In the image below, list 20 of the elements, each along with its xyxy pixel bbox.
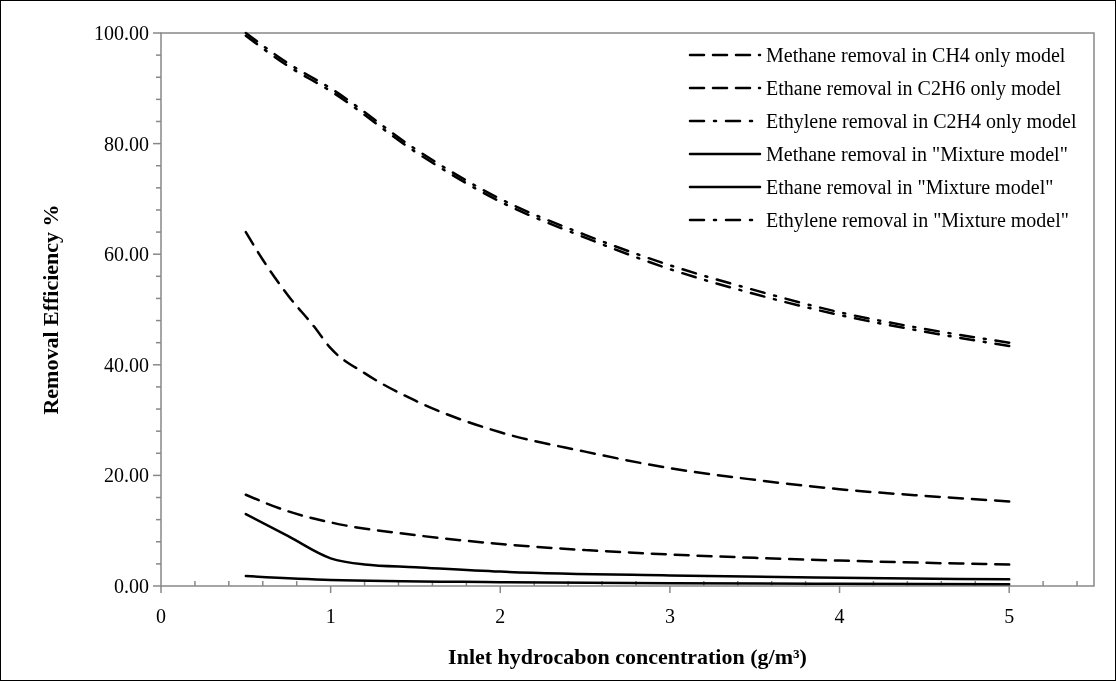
legend-label: Ethane removal in C2H6 only model [766, 77, 1062, 100]
y-tick-label: 0.00 [114, 575, 149, 597]
x-tick-label: 1 [325, 605, 336, 627]
y-tick-label: 100.00 [94, 22, 149, 44]
legend-label: Methane removal in "Mixture model" [766, 143, 1068, 165]
y-tick-label: 40.00 [104, 353, 149, 376]
legend-label: Ethylene removal in "Mixture model" [766, 209, 1069, 232]
y-tick-label: 80.00 [104, 132, 149, 155]
legend-label: Ethylene removal in C2H4 only model [766, 110, 1077, 133]
y-axis-title: Removal Efficiency % [38, 204, 63, 415]
legend-label: Ethane removal in "Mixture model" [766, 176, 1054, 198]
y-tick-label: 20.00 [104, 464, 149, 487]
x-tick-label: 0 [156, 605, 166, 627]
legend-label: Methane removal in CH4 only model [766, 44, 1066, 67]
x-tick-label: 4 [834, 605, 845, 627]
x-tick-label: 5 [1004, 605, 1015, 627]
y-tick-label: 60.00 [104, 243, 149, 266]
x-tick-label: 3 [664, 605, 675, 627]
x-tick-label: 2 [495, 605, 506, 627]
x-axis-title: Inlet hydrocabon concentration (g/m³) [448, 644, 807, 669]
